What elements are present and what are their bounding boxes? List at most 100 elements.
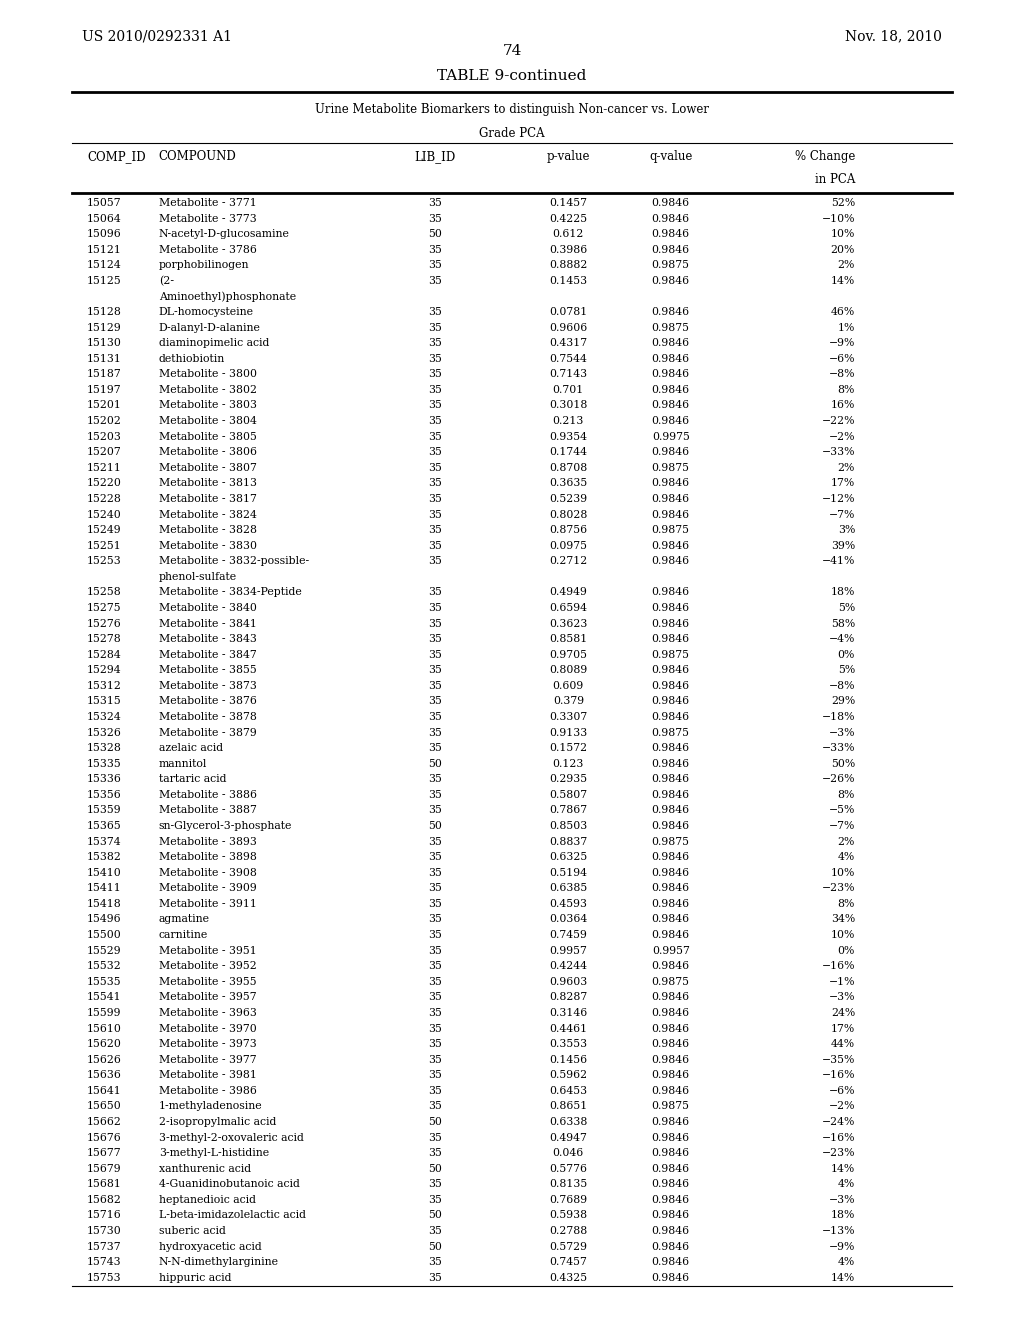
Text: 35: 35 [428, 385, 442, 395]
Text: 0.1744: 0.1744 [549, 447, 588, 457]
Text: 35: 35 [428, 260, 442, 271]
Text: −5%: −5% [828, 805, 855, 816]
Text: Metabolite - 3855: Metabolite - 3855 [159, 665, 256, 676]
Text: 15411: 15411 [87, 883, 122, 894]
Text: 5%: 5% [838, 665, 855, 676]
Text: 35: 35 [428, 276, 442, 286]
Text: −23%: −23% [821, 1148, 855, 1158]
Text: Metabolite - 3843: Metabolite - 3843 [159, 634, 257, 644]
Text: 0.7457: 0.7457 [550, 1257, 587, 1267]
Text: −10%: −10% [821, 214, 855, 223]
Text: Metabolite - 3973: Metabolite - 3973 [159, 1039, 256, 1049]
Text: 35: 35 [428, 993, 442, 1002]
Text: 0.5807: 0.5807 [549, 789, 588, 800]
Text: 0.9846: 0.9846 [651, 587, 690, 598]
Text: 15335: 15335 [87, 759, 122, 768]
Text: COMPOUND: COMPOUND [159, 150, 237, 164]
Text: Metabolite - 3840: Metabolite - 3840 [159, 603, 257, 612]
Text: 0.9875: 0.9875 [651, 649, 690, 660]
Text: 24%: 24% [830, 1008, 855, 1018]
Text: 35: 35 [428, 525, 442, 535]
Text: 35: 35 [428, 837, 442, 846]
Text: 0.8503: 0.8503 [549, 821, 588, 832]
Text: −3%: −3% [828, 993, 855, 1002]
Text: 15251: 15251 [87, 541, 122, 550]
Text: 17%: 17% [830, 1023, 855, 1034]
Text: 35: 35 [428, 1272, 442, 1283]
Text: 35: 35 [428, 1008, 442, 1018]
Text: Metabolite - 3955: Metabolite - 3955 [159, 977, 256, 987]
Text: −6%: −6% [828, 354, 855, 364]
Text: 14%: 14% [830, 1272, 855, 1283]
Text: 0.2712: 0.2712 [549, 556, 588, 566]
Text: 0.9975: 0.9975 [652, 432, 689, 442]
Text: 0.8756: 0.8756 [549, 525, 588, 535]
Text: 0.9846: 0.9846 [651, 1071, 690, 1080]
Text: 50%: 50% [830, 759, 855, 768]
Text: 0%: 0% [838, 649, 855, 660]
Text: 46%: 46% [830, 308, 855, 317]
Text: 0.9846: 0.9846 [651, 681, 690, 690]
Text: 15276: 15276 [87, 619, 122, 628]
Text: 0.4244: 0.4244 [549, 961, 588, 972]
Text: 0.9957: 0.9957 [550, 945, 587, 956]
Text: 15275: 15275 [87, 603, 122, 612]
Text: 34%: 34% [830, 915, 855, 924]
Text: D-alanyl-D-alanine: D-alanyl-D-alanine [159, 322, 260, 333]
Text: 35: 35 [428, 899, 442, 909]
Text: % Change: % Change [795, 150, 855, 164]
Text: −16%: −16% [821, 1071, 855, 1080]
Text: 35: 35 [428, 603, 442, 612]
Text: Nov. 18, 2010: Nov. 18, 2010 [845, 29, 942, 44]
Text: COMP_ID: COMP_ID [87, 150, 145, 164]
Text: 0.4949: 0.4949 [550, 587, 587, 598]
Text: 16%: 16% [830, 400, 855, 411]
Text: 1%: 1% [838, 322, 855, 333]
Text: 0.9846: 0.9846 [651, 1257, 690, 1267]
Text: Metabolite - 3886: Metabolite - 3886 [159, 789, 257, 800]
Text: 10%: 10% [830, 931, 855, 940]
Text: 15201: 15201 [87, 400, 122, 411]
Text: 0.9846: 0.9846 [651, 510, 690, 520]
Text: 15541: 15541 [87, 993, 122, 1002]
Text: 35: 35 [428, 1071, 442, 1080]
Text: 15365: 15365 [87, 821, 122, 832]
Text: 15418: 15418 [87, 899, 122, 909]
Text: 0.9875: 0.9875 [651, 727, 690, 738]
Text: −8%: −8% [828, 681, 855, 690]
Text: 0.9846: 0.9846 [651, 370, 690, 379]
Text: 15496: 15496 [87, 915, 122, 924]
Text: 10%: 10% [830, 230, 855, 239]
Text: 35: 35 [428, 308, 442, 317]
Text: Metabolite - 3951: Metabolite - 3951 [159, 945, 256, 956]
Text: 15240: 15240 [87, 510, 122, 520]
Text: carnitine: carnitine [159, 931, 208, 940]
Text: 15677: 15677 [87, 1148, 122, 1158]
Text: 0.9846: 0.9846 [651, 1195, 690, 1205]
Text: 10%: 10% [830, 867, 855, 878]
Text: 4-Guanidinobutanoic acid: 4-Guanidinobutanoic acid [159, 1179, 300, 1189]
Text: 0.9846: 0.9846 [651, 1008, 690, 1018]
Text: in PCA: in PCA [815, 173, 855, 186]
Text: −7%: −7% [828, 510, 855, 520]
Text: −3%: −3% [828, 1195, 855, 1205]
Text: −8%: −8% [828, 370, 855, 379]
Text: 1-methyladenosine: 1-methyladenosine [159, 1101, 262, 1111]
Text: 0.7459: 0.7459 [550, 931, 587, 940]
Text: 35: 35 [428, 1055, 442, 1065]
Text: TABLE 9-continued: TABLE 9-continued [437, 69, 587, 83]
Text: 35: 35 [428, 214, 442, 223]
Text: 0.9846: 0.9846 [651, 1226, 690, 1236]
Text: Metabolite - 3830: Metabolite - 3830 [159, 541, 257, 550]
Text: 15336: 15336 [87, 775, 122, 784]
Text: 0.379: 0.379 [553, 697, 584, 706]
Text: 15249: 15249 [87, 525, 122, 535]
Text: heptanedioic acid: heptanedioic acid [159, 1195, 256, 1205]
Text: 15328: 15328 [87, 743, 122, 754]
Text: azelaic acid: azelaic acid [159, 743, 223, 754]
Text: 0.9846: 0.9846 [651, 385, 690, 395]
Text: 0.8837: 0.8837 [549, 837, 588, 846]
Text: 15197: 15197 [87, 385, 122, 395]
Text: Urine Metabolite Biomarkers to distinguish Non-cancer vs. Lower: Urine Metabolite Biomarkers to distingui… [315, 103, 709, 116]
Text: 0.3553: 0.3553 [549, 1039, 588, 1049]
